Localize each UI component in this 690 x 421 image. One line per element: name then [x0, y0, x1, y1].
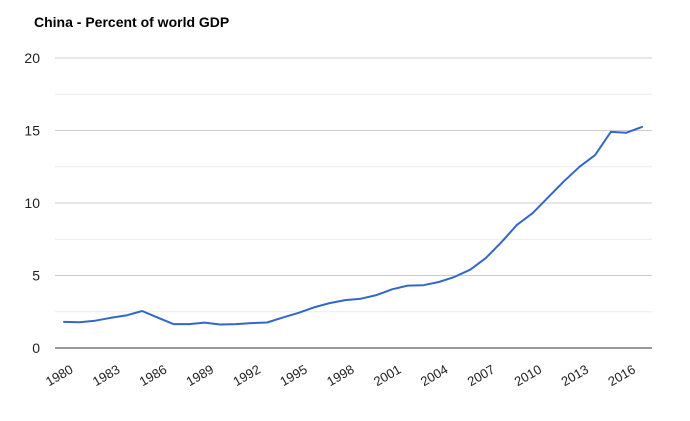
- x-tick-label: 1986: [137, 362, 170, 389]
- x-tick-label: 2013: [558, 362, 591, 389]
- x-tick-label: 1992: [230, 362, 263, 389]
- x-tick-label: 1983: [90, 362, 123, 389]
- y-tick-label: 0: [32, 340, 40, 356]
- x-tick-label: 2016: [605, 362, 638, 389]
- series-line: [63, 125, 643, 326]
- y-tick-label: 10: [24, 195, 40, 211]
- y-tick-label: 5: [32, 268, 40, 284]
- x-tick-label: 1995: [277, 362, 310, 389]
- y-tick-label: 15: [24, 123, 40, 139]
- x-tick-label: 1989: [184, 362, 217, 389]
- x-tick-label: 1980: [43, 362, 76, 389]
- chart-title: China - Percent of world GDP: [34, 14, 230, 30]
- y-tick-label: 20: [24, 50, 40, 66]
- x-tick-label: 2001: [371, 362, 404, 389]
- x-tick-label: 2007: [465, 362, 498, 389]
- x-tick-label: 2010: [512, 362, 545, 389]
- x-tick-label: 2004: [418, 362, 451, 389]
- x-tick-label: 1998: [324, 362, 357, 389]
